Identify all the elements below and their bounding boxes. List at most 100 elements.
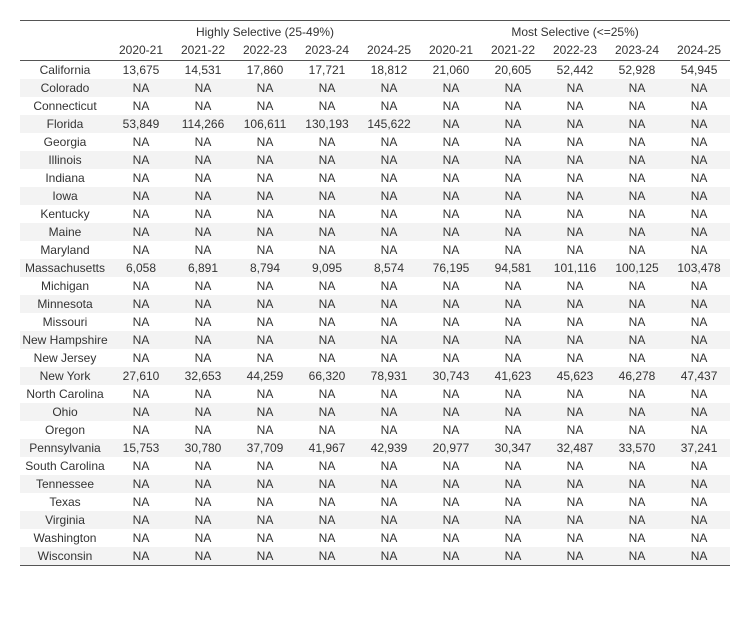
value-cell: NA [544,529,606,547]
value-cell: NA [482,97,544,115]
state-cell: Iowa [20,187,110,205]
value-cell: NA [668,529,730,547]
data-table: Highly Selective (25-49%) Most Selective… [20,20,730,566]
value-cell: NA [172,241,234,259]
value-cell: NA [172,79,234,97]
value-cell: NA [358,313,420,331]
value-cell: 101,116 [544,259,606,277]
value-cell: NA [668,133,730,151]
value-cell: NA [420,133,482,151]
state-cell: New Hampshire [20,331,110,349]
value-cell: NA [606,169,668,187]
state-cell: Connecticut [20,97,110,115]
value-cell: 17,860 [234,61,296,80]
value-cell: NA [482,385,544,403]
value-cell: NA [420,403,482,421]
state-cell: Washington [20,529,110,547]
value-cell: NA [606,97,668,115]
value-cell: NA [110,277,172,295]
value-cell: NA [668,385,730,403]
value-cell: NA [544,223,606,241]
state-cell: Wisconsin [20,547,110,566]
value-cell: NA [668,457,730,475]
value-cell: NA [544,313,606,331]
value-cell: NA [668,169,730,187]
value-cell: 45,623 [544,367,606,385]
header-years-row: 2020-21 2021-22 2022-23 2023-24 2024-25 … [20,41,730,61]
value-cell: 9,095 [296,259,358,277]
value-cell: NA [606,511,668,529]
value-cell: NA [358,187,420,205]
value-cell: NA [420,79,482,97]
state-cell: Virginia [20,511,110,529]
value-cell: NA [110,133,172,151]
value-cell: NA [172,187,234,205]
value-cell: NA [234,511,296,529]
table-row: New JerseyNANANANANANANANANANA [20,349,730,367]
state-cell: Florida [20,115,110,133]
value-cell: NA [482,421,544,439]
value-cell: NA [544,403,606,421]
value-cell: NA [358,295,420,313]
value-cell: NA [544,475,606,493]
value-cell: NA [420,529,482,547]
value-cell: NA [234,205,296,223]
value-cell: NA [482,457,544,475]
state-cell: Minnesota [20,295,110,313]
value-cell: NA [358,151,420,169]
value-cell: NA [420,97,482,115]
value-cell: NA [172,385,234,403]
value-cell: NA [110,385,172,403]
table-row: MichiganNANANANANANANANANANA [20,277,730,295]
value-cell: NA [234,313,296,331]
value-cell: NA [668,277,730,295]
value-cell: NA [234,295,296,313]
value-cell: NA [110,241,172,259]
value-cell: NA [296,79,358,97]
table-row: WisconsinNANANANANANANANANANA [20,547,730,566]
value-cell: NA [668,151,730,169]
value-cell: NA [420,421,482,439]
value-cell: NA [234,403,296,421]
value-cell: NA [606,133,668,151]
value-cell: 44,259 [234,367,296,385]
value-cell: NA [606,79,668,97]
value-cell: NA [172,295,234,313]
header-blank [20,21,110,42]
value-cell: NA [420,187,482,205]
value-cell: NA [544,457,606,475]
value-cell: NA [420,493,482,511]
year-header: 2023-24 [606,41,668,61]
value-cell: NA [482,529,544,547]
value-cell: NA [420,457,482,475]
value-cell: NA [358,511,420,529]
value-cell: NA [296,349,358,367]
value-cell: NA [234,529,296,547]
value-cell: NA [234,133,296,151]
table-row: South CarolinaNANANANANANANANANANA [20,457,730,475]
value-cell: NA [482,313,544,331]
table-row: North CarolinaNANANANANANANANANANA [20,385,730,403]
value-cell: NA [358,547,420,566]
value-cell: NA [296,241,358,259]
value-cell: NA [296,277,358,295]
value-cell: NA [110,493,172,511]
value-cell: 27,610 [110,367,172,385]
value-cell: NA [110,349,172,367]
table-row: MarylandNANANANANANANANANANA [20,241,730,259]
value-cell: NA [110,205,172,223]
value-cell: NA [110,79,172,97]
table-row: VirginiaNANANANANANANANANANA [20,511,730,529]
value-cell: NA [668,205,730,223]
value-cell: 78,931 [358,367,420,385]
value-cell: NA [420,295,482,313]
value-cell: NA [172,97,234,115]
value-cell: 145,622 [358,115,420,133]
value-cell: NA [296,457,358,475]
value-cell: NA [482,79,544,97]
value-cell: NA [544,133,606,151]
value-cell: NA [606,457,668,475]
value-cell: NA [544,241,606,259]
value-cell: NA [544,349,606,367]
value-cell: NA [110,295,172,313]
